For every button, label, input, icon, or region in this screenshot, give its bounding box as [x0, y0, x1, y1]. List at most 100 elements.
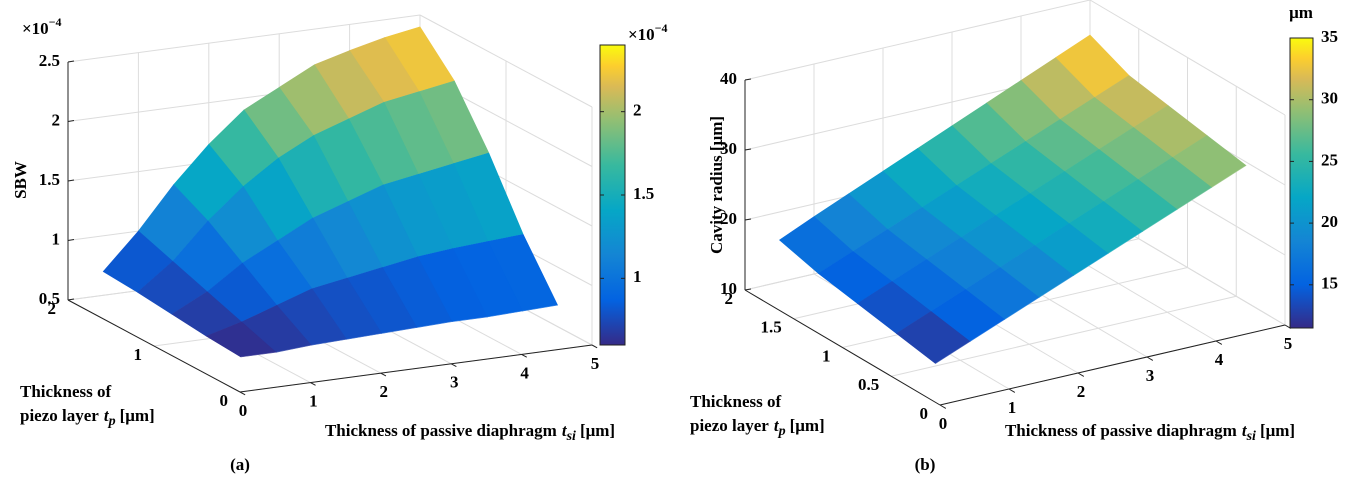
- x-axis: [239, 344, 593, 393]
- x-tick-label: 4: [520, 363, 529, 382]
- y-label-line: Thickness of: [20, 382, 111, 401]
- y-label-sub: p: [108, 414, 116, 429]
- z-tick: [67, 298, 75, 301]
- x-axis-label: Thickness of passive diaphragm tsi [μm]: [1005, 421, 1295, 444]
- y-label-line: piezo layer: [20, 406, 99, 425]
- surface-edge: [1038, 275, 1074, 298]
- x-tick-label: 1: [309, 392, 318, 411]
- colorbar-tick-label: 1: [633, 267, 642, 286]
- x-tick: [310, 382, 316, 386]
- surface-edge: [1107, 231, 1143, 254]
- y-label-line: Thickness of: [690, 392, 781, 411]
- grid-line: [67, 14, 421, 63]
- x-tick-label: 2: [380, 382, 389, 401]
- z-tick-label: 20: [720, 209, 737, 228]
- x-label-sub: si: [566, 429, 576, 444]
- colorbar-tick-label: 2: [633, 101, 642, 120]
- x-label-var: t: [1242, 421, 1248, 440]
- z-tick: [67, 239, 75, 241]
- x-tick-label: 3: [450, 373, 459, 392]
- y-label-unit: [μm]: [120, 406, 155, 425]
- grid-line: [744, 0, 1091, 81]
- z-tick-label: 2: [52, 110, 61, 129]
- z-tick-label: 1: [52, 229, 61, 248]
- z-tick-label: 10: [720, 279, 737, 298]
- y-label-var: t: [774, 416, 780, 435]
- y-axis: [744, 289, 941, 406]
- y-tick-label: 1.5: [761, 318, 782, 337]
- y-label-var: t: [104, 406, 110, 425]
- y-axis-label: Thickness of: [690, 392, 781, 411]
- z-tick: [744, 288, 752, 291]
- surface-patch: [895, 311, 971, 364]
- colorbar-unit: μm: [1289, 3, 1313, 22]
- y-axis-label: piezo layer tp [μm]: [690, 416, 825, 439]
- colorbar-exponent-exp: −4: [655, 21, 668, 35]
- x-tick: [1008, 388, 1016, 393]
- colorbar-exponent: ×10−4: [628, 21, 668, 44]
- grid-line: [419, 14, 593, 108]
- surface-edge: [522, 304, 558, 312]
- surface-edge: [1073, 253, 1109, 276]
- x-label-unit: [μm]: [580, 421, 615, 440]
- y-axis: [67, 299, 241, 393]
- colorbar-tick-label: 1.5: [633, 184, 654, 203]
- x-tick-label: 0: [239, 401, 248, 420]
- grid-line: [1089, 0, 1286, 116]
- z-tick: [744, 78, 752, 81]
- x-tick: [1215, 340, 1223, 345]
- z-tick: [744, 148, 752, 151]
- y-tick-label: 0: [920, 404, 929, 423]
- x-label-text: Thickness of passive diaphragm: [1005, 421, 1237, 440]
- z-tick-label: 1.5: [39, 170, 60, 189]
- x-tick: [380, 372, 387, 377]
- surface-edge: [416, 321, 453, 328]
- surface-edge: [487, 310, 523, 318]
- x-tick-label: 0: [939, 414, 948, 433]
- x-tick: [1077, 372, 1085, 377]
- x-label-var: t: [562, 421, 568, 440]
- y-tick-label: 2: [48, 299, 57, 318]
- surface-edge: [451, 316, 488, 322]
- z-tick-label: 30: [720, 139, 737, 158]
- surface-edge: [1142, 209, 1178, 232]
- x-tick-label: 5: [591, 354, 600, 373]
- colorbar-tick-label: 25: [1321, 150, 1338, 169]
- surface-edge: [381, 327, 417, 334]
- z-exponent-exp: −4: [49, 15, 62, 29]
- x-tick: [450, 363, 457, 368]
- surface-edge: [240, 352, 277, 358]
- colorbar-exponent-base: ×10: [628, 25, 655, 44]
- y-axis-label: piezo layer tp [μm]: [20, 406, 155, 429]
- x-tick: [521, 353, 527, 358]
- y-label-line: piezo layer: [690, 416, 769, 435]
- z-tick: [744, 218, 752, 221]
- z-exponent: ×10−4: [22, 15, 62, 38]
- y-tick-label: 1: [822, 346, 831, 365]
- y-label-unit: [μm]: [790, 416, 825, 435]
- x-tick: [591, 344, 598, 349]
- grid-line: [891, 295, 1237, 377]
- x-tick: [1146, 356, 1154, 361]
- y-tick-label: 2: [725, 289, 734, 308]
- y-tick-label: 1: [134, 345, 143, 364]
- x-tick: [939, 404, 947, 409]
- surface-edge: [969, 319, 1005, 342]
- colorbar-tick-label: 20: [1321, 212, 1338, 231]
- z-axis-label: SBW: [11, 161, 30, 199]
- surface-edge: [1211, 165, 1247, 188]
- z-tick-label: 40: [720, 69, 737, 88]
- surface-edge: [1004, 297, 1040, 320]
- surface-edge: [275, 344, 312, 353]
- surface-edge: [346, 333, 382, 340]
- z-tick: [67, 179, 75, 182]
- x-axis: [939, 324, 1286, 406]
- x-tick-label: 2: [1077, 382, 1086, 401]
- panel-caption: (b): [915, 455, 936, 474]
- y-tick-label: 0.5: [858, 375, 879, 394]
- z-axis-label: Cavity radius [μm]: [707, 116, 726, 254]
- z-exponent-base: ×10: [22, 19, 49, 38]
- x-tick: [239, 391, 246, 396]
- x-label-sub: si: [1246, 429, 1256, 444]
- surface-edge: [311, 339, 347, 346]
